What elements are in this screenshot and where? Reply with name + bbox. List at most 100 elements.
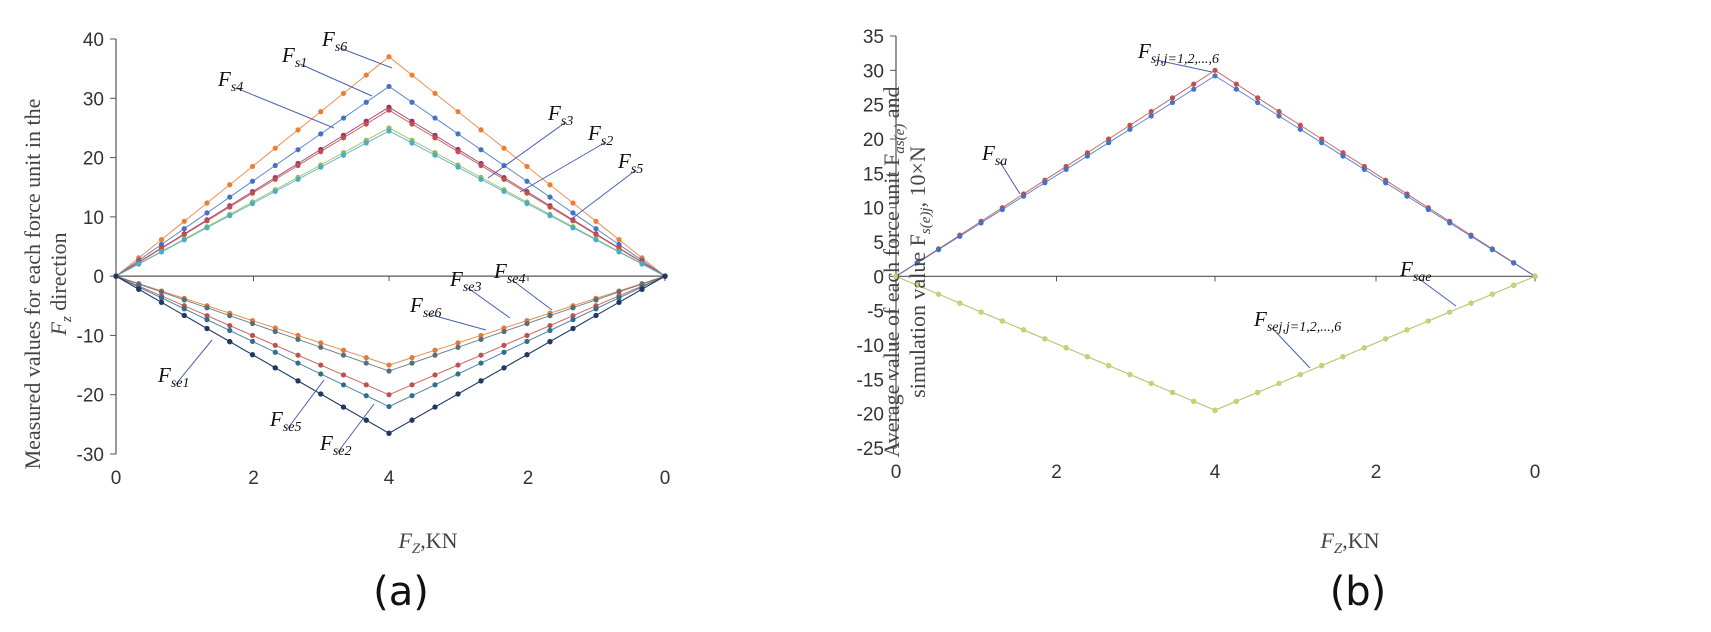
data-point bbox=[547, 182, 553, 188]
data-point bbox=[227, 339, 233, 345]
series-path bbox=[115, 275, 666, 434]
data-point bbox=[1468, 233, 1474, 239]
data-point bbox=[318, 131, 324, 137]
data-point bbox=[249, 338, 256, 344]
y-tick-label: 5 bbox=[873, 233, 884, 254]
series-path bbox=[895, 75, 1536, 277]
data-point bbox=[409, 382, 415, 388]
series-path bbox=[895, 275, 1536, 411]
series-label-main: F bbox=[617, 149, 631, 173]
data-point bbox=[409, 72, 415, 78]
data-point bbox=[249, 320, 256, 327]
series-label-sub: se2 bbox=[333, 444, 352, 459]
y-tick-label: -15 bbox=[857, 370, 884, 391]
data-point bbox=[1276, 113, 1282, 119]
data-point bbox=[158, 299, 165, 305]
data-point bbox=[547, 313, 553, 319]
data-point bbox=[478, 147, 484, 153]
data-point bbox=[478, 378, 484, 384]
data-point bbox=[1425, 206, 1431, 213]
y-tick-label: -30 bbox=[77, 445, 104, 466]
series-se5-line bbox=[113, 273, 668, 410]
annotation-leader bbox=[1417, 277, 1457, 307]
data-point bbox=[1489, 246, 1495, 253]
annotation-leader bbox=[339, 47, 393, 69]
data-point bbox=[1084, 354, 1090, 360]
data-point bbox=[547, 322, 553, 329]
data-point bbox=[318, 340, 324, 346]
data-point bbox=[340, 152, 347, 158]
data-point bbox=[1063, 166, 1069, 172]
data-point bbox=[318, 391, 324, 397]
data-point bbox=[318, 362, 324, 368]
series-label: Fse4 bbox=[493, 259, 526, 287]
data-point bbox=[386, 403, 392, 410]
data-point bbox=[1447, 309, 1453, 315]
data-point bbox=[1021, 193, 1027, 199]
data-point bbox=[478, 332, 484, 339]
y-axis-title-b-line1: Average value of each force unit Fas(e) … bbox=[879, 86, 908, 457]
series-path bbox=[115, 127, 666, 277]
data-point bbox=[227, 313, 233, 319]
data-point bbox=[295, 162, 301, 169]
series-label-main: F bbox=[281, 43, 295, 67]
data-point bbox=[524, 200, 530, 207]
data-point bbox=[386, 107, 392, 113]
data-point bbox=[593, 312, 599, 319]
data-point bbox=[1106, 363, 1112, 369]
data-point bbox=[1447, 220, 1453, 226]
data-point bbox=[639, 286, 645, 292]
data-point bbox=[1340, 153, 1346, 159]
data-point bbox=[363, 382, 369, 388]
y-ticks-a: 40 30 20 10 0 -10 -20 -30 bbox=[77, 30, 116, 466]
data-point bbox=[227, 327, 233, 334]
data-point bbox=[295, 127, 301, 133]
data-point bbox=[570, 200, 576, 206]
data-point bbox=[1319, 136, 1325, 142]
data-point bbox=[432, 352, 438, 358]
y-tick-label: -5 bbox=[867, 302, 884, 323]
series-label-main: F bbox=[547, 101, 561, 125]
annotation-leader bbox=[569, 169, 637, 221]
data-point bbox=[1255, 95, 1261, 101]
data-point bbox=[272, 162, 278, 169]
data-point bbox=[570, 305, 576, 311]
data-point bbox=[1212, 67, 1218, 73]
data-point bbox=[455, 362, 461, 368]
data-point bbox=[478, 336, 484, 342]
data-point bbox=[158, 295, 165, 301]
y-axis-title-a-line1: Measured values for each force unit in t… bbox=[20, 99, 45, 470]
data-point bbox=[204, 225, 210, 231]
data-point bbox=[249, 200, 256, 207]
series-label: Fs6 bbox=[321, 27, 347, 55]
panel-label-b: (b) bbox=[1330, 569, 1387, 615]
data-point bbox=[893, 273, 899, 279]
series-label-main: F bbox=[449, 267, 463, 291]
data-point bbox=[158, 289, 165, 295]
data-point bbox=[524, 352, 530, 358]
data-point bbox=[999, 206, 1005, 213]
data-point bbox=[1319, 363, 1325, 369]
annotation-leader bbox=[519, 141, 607, 193]
series-label-main: F bbox=[493, 259, 507, 283]
data-point bbox=[1489, 291, 1495, 297]
data-point bbox=[593, 218, 599, 224]
data-point bbox=[616, 299, 622, 305]
series-label: Fs3 bbox=[547, 101, 573, 129]
data-point bbox=[1106, 140, 1112, 146]
data-point bbox=[1383, 180, 1389, 186]
x-axis-title-a: FZ,KN bbox=[397, 528, 457, 557]
data-point bbox=[363, 140, 369, 146]
data-point bbox=[593, 297, 599, 303]
data-point bbox=[1255, 389, 1261, 395]
data-point bbox=[181, 306, 187, 312]
y-axis-title-a-sub: z bbox=[59, 316, 75, 323]
series-label: Fs2 bbox=[587, 121, 613, 149]
y-tick-label: 30 bbox=[83, 89, 104, 110]
data-point bbox=[1297, 371, 1303, 378]
data-point bbox=[978, 220, 984, 226]
data-point bbox=[1361, 166, 1367, 172]
data-point bbox=[1127, 122, 1133, 128]
data-point bbox=[386, 430, 392, 436]
